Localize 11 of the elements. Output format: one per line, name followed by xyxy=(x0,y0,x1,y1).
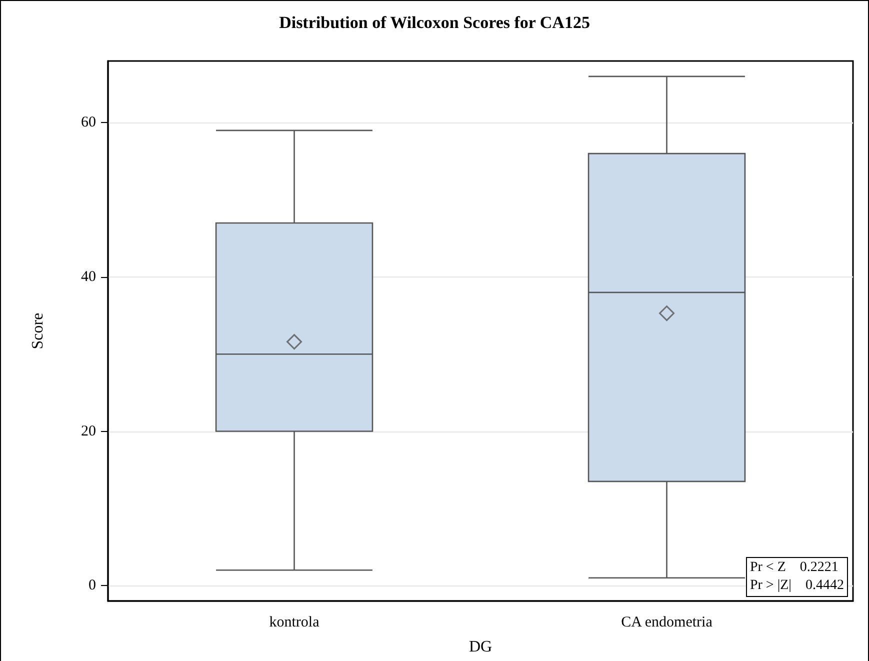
annotation: Pr > |Z| 0.4442 xyxy=(750,577,844,595)
y-axis-title: Score xyxy=(30,312,46,350)
x-tick-label: kontrola xyxy=(269,614,320,630)
y-tick-label: 20 xyxy=(81,423,96,440)
x-tick-label: CA endometria xyxy=(621,614,713,630)
y-tick-label: 60 xyxy=(81,114,96,131)
x-axis-title: DG xyxy=(468,638,492,656)
y-tick-label: 0 xyxy=(88,578,96,594)
y-tick-label: 40 xyxy=(81,269,96,285)
annotation: Pr < Z 0.2221 xyxy=(750,559,840,577)
chart-title: Distribution of Wilcoxon Scores for CA125 xyxy=(279,13,590,32)
